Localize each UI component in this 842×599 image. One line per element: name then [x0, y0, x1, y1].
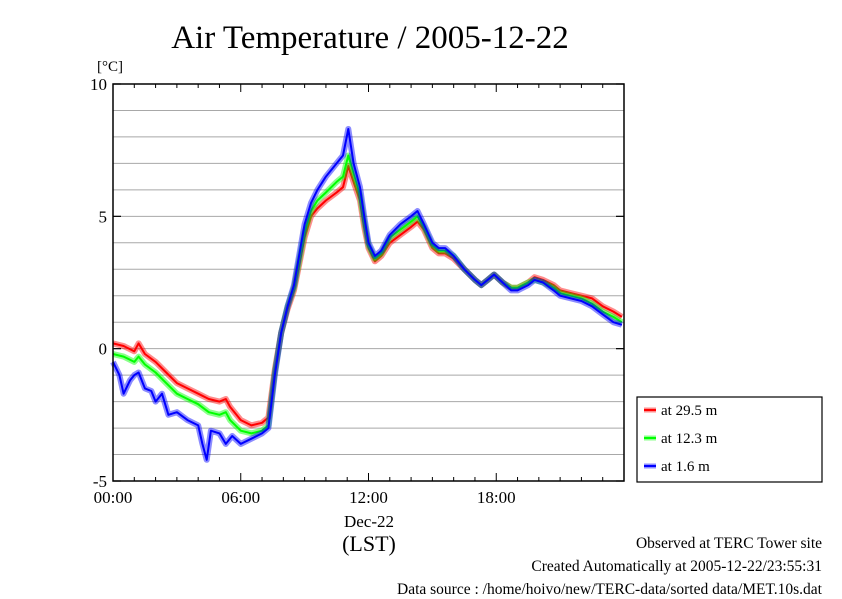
legend-box [636, 396, 823, 483]
series-halo-2 [110, 126, 623, 463]
series-group [110, 126, 624, 463]
x-tick-label: 12:00 [349, 488, 388, 507]
y-tick-label: 5 [99, 207, 108, 226]
y-tick-label: -5 [93, 472, 107, 491]
chart-title: Air Temperature / 2005-12-22 [171, 20, 569, 56]
y-axis-label: [°C] [97, 59, 123, 75]
legend-label: at 1.6 m [661, 459, 710, 475]
footer-created: Created Automatically at 2005-12-22/23:5… [531, 558, 822, 575]
y-tick-label: 0 [99, 340, 108, 359]
x-tick-label: 00:00 [94, 488, 133, 507]
series-line-2 [112, 128, 623, 461]
footer-site: Observed at TERC Tower site [635, 535, 822, 552]
axis-ticks: -5 0 5 10 00:00 06:00 12:00 18:00 [90, 75, 624, 507]
y-tick-label: 10 [90, 75, 107, 94]
legend: at 29.5 m at 12.3 m at 1.6 m [644, 403, 718, 475]
legend-label: at 29.5 m [661, 403, 718, 419]
grid [113, 109, 624, 456]
x-tick-label: 18:00 [477, 488, 516, 507]
x-tick-label: 06:00 [221, 488, 260, 507]
x-date-label: Dec-22 [344, 512, 394, 531]
legend-label: at 12.3 m [661, 431, 718, 447]
footer-source: Data source : /home/hoivo/new/TERC-data/… [397, 581, 822, 598]
x-axis-label: (LST) [342, 531, 396, 556]
